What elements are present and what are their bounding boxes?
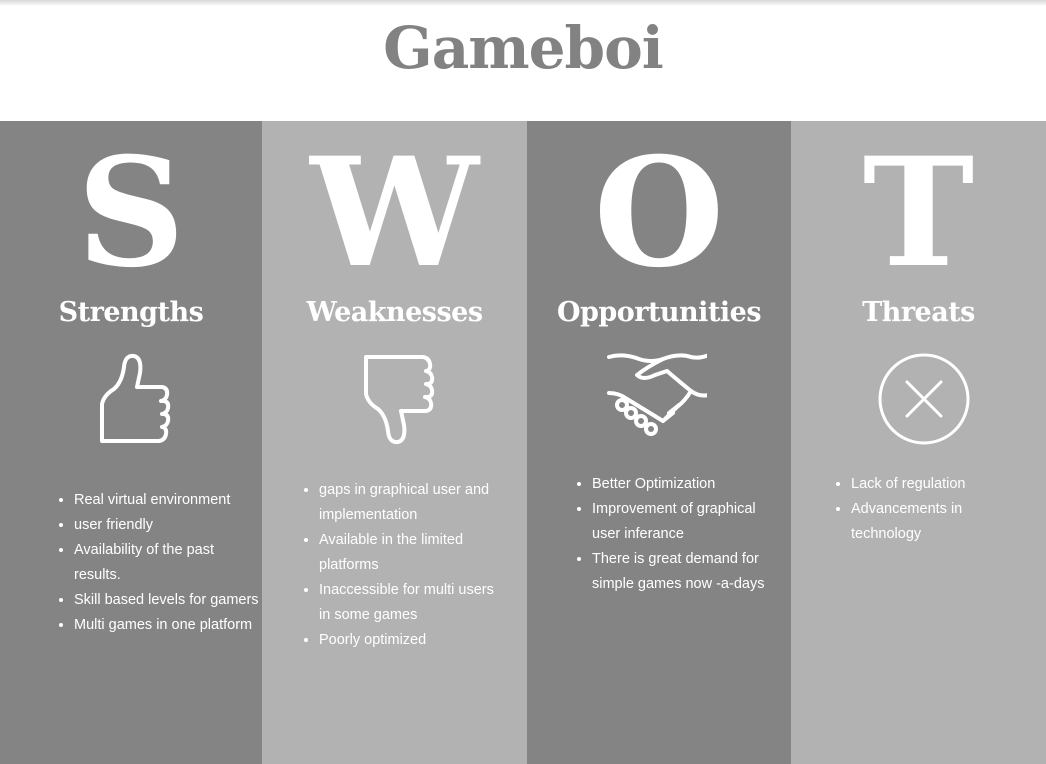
weaknesses-list: gaps in graphical user and implementatio… xyxy=(301,478,509,653)
column-heading: Weaknesses xyxy=(306,297,483,328)
circle-x-icon xyxy=(874,349,974,449)
list-item: gaps in graphical user and implementatio… xyxy=(319,478,509,528)
column-heading: Opportunities xyxy=(556,297,762,328)
strengths-list: Real virtual environment user friendly A… xyxy=(56,488,262,638)
opportunities-list: Better Optimization Improvement of graph… xyxy=(574,472,782,597)
thumbs-down-icon xyxy=(344,349,444,449)
list-item: Real virtual environment xyxy=(74,488,262,513)
list-item: Skill based levels for gamers xyxy=(74,588,262,613)
column-strengths: S Strengths Real virtual environment use… xyxy=(0,121,262,764)
list-item: Availability of the past results. xyxy=(74,538,262,588)
list-item: user friendly xyxy=(74,513,262,538)
column-weaknesses: W Weaknesses gaps in graphical user and … xyxy=(262,121,527,764)
column-letter: W xyxy=(310,125,479,301)
list-item: Available in the limited platforms xyxy=(319,528,509,578)
list-item: Lack of regulation xyxy=(851,472,1031,497)
column-threats: T Threats Lack of regulation Advancement… xyxy=(791,121,1046,764)
threats-list: Lack of regulation Advancements in techn… xyxy=(833,472,1031,547)
top-shadow xyxy=(0,0,1046,6)
column-heading: Strengths xyxy=(58,297,204,328)
thumbs-up-icon xyxy=(80,349,180,449)
list-item: There is great demand for simple games n… xyxy=(592,547,782,597)
list-item: Better Optimization xyxy=(592,472,782,497)
list-item: Poorly optimized xyxy=(319,628,509,653)
handshake-icon xyxy=(607,349,707,449)
column-letter: S xyxy=(76,125,186,301)
column-letter: O xyxy=(593,125,725,301)
page-title: Gameboi xyxy=(383,14,664,82)
list-item: Multi games in one platform xyxy=(74,613,262,638)
column-opportunities: O Opportunities Better Optimization Impr… xyxy=(527,121,791,764)
list-item: Improvement of graphical user inferance xyxy=(592,497,782,547)
list-item: Inaccessible for multi users in some gam… xyxy=(319,578,509,628)
list-item: Advancements in technology xyxy=(851,497,1031,547)
column-letter: T xyxy=(862,125,975,301)
column-heading: Threats xyxy=(862,297,975,328)
